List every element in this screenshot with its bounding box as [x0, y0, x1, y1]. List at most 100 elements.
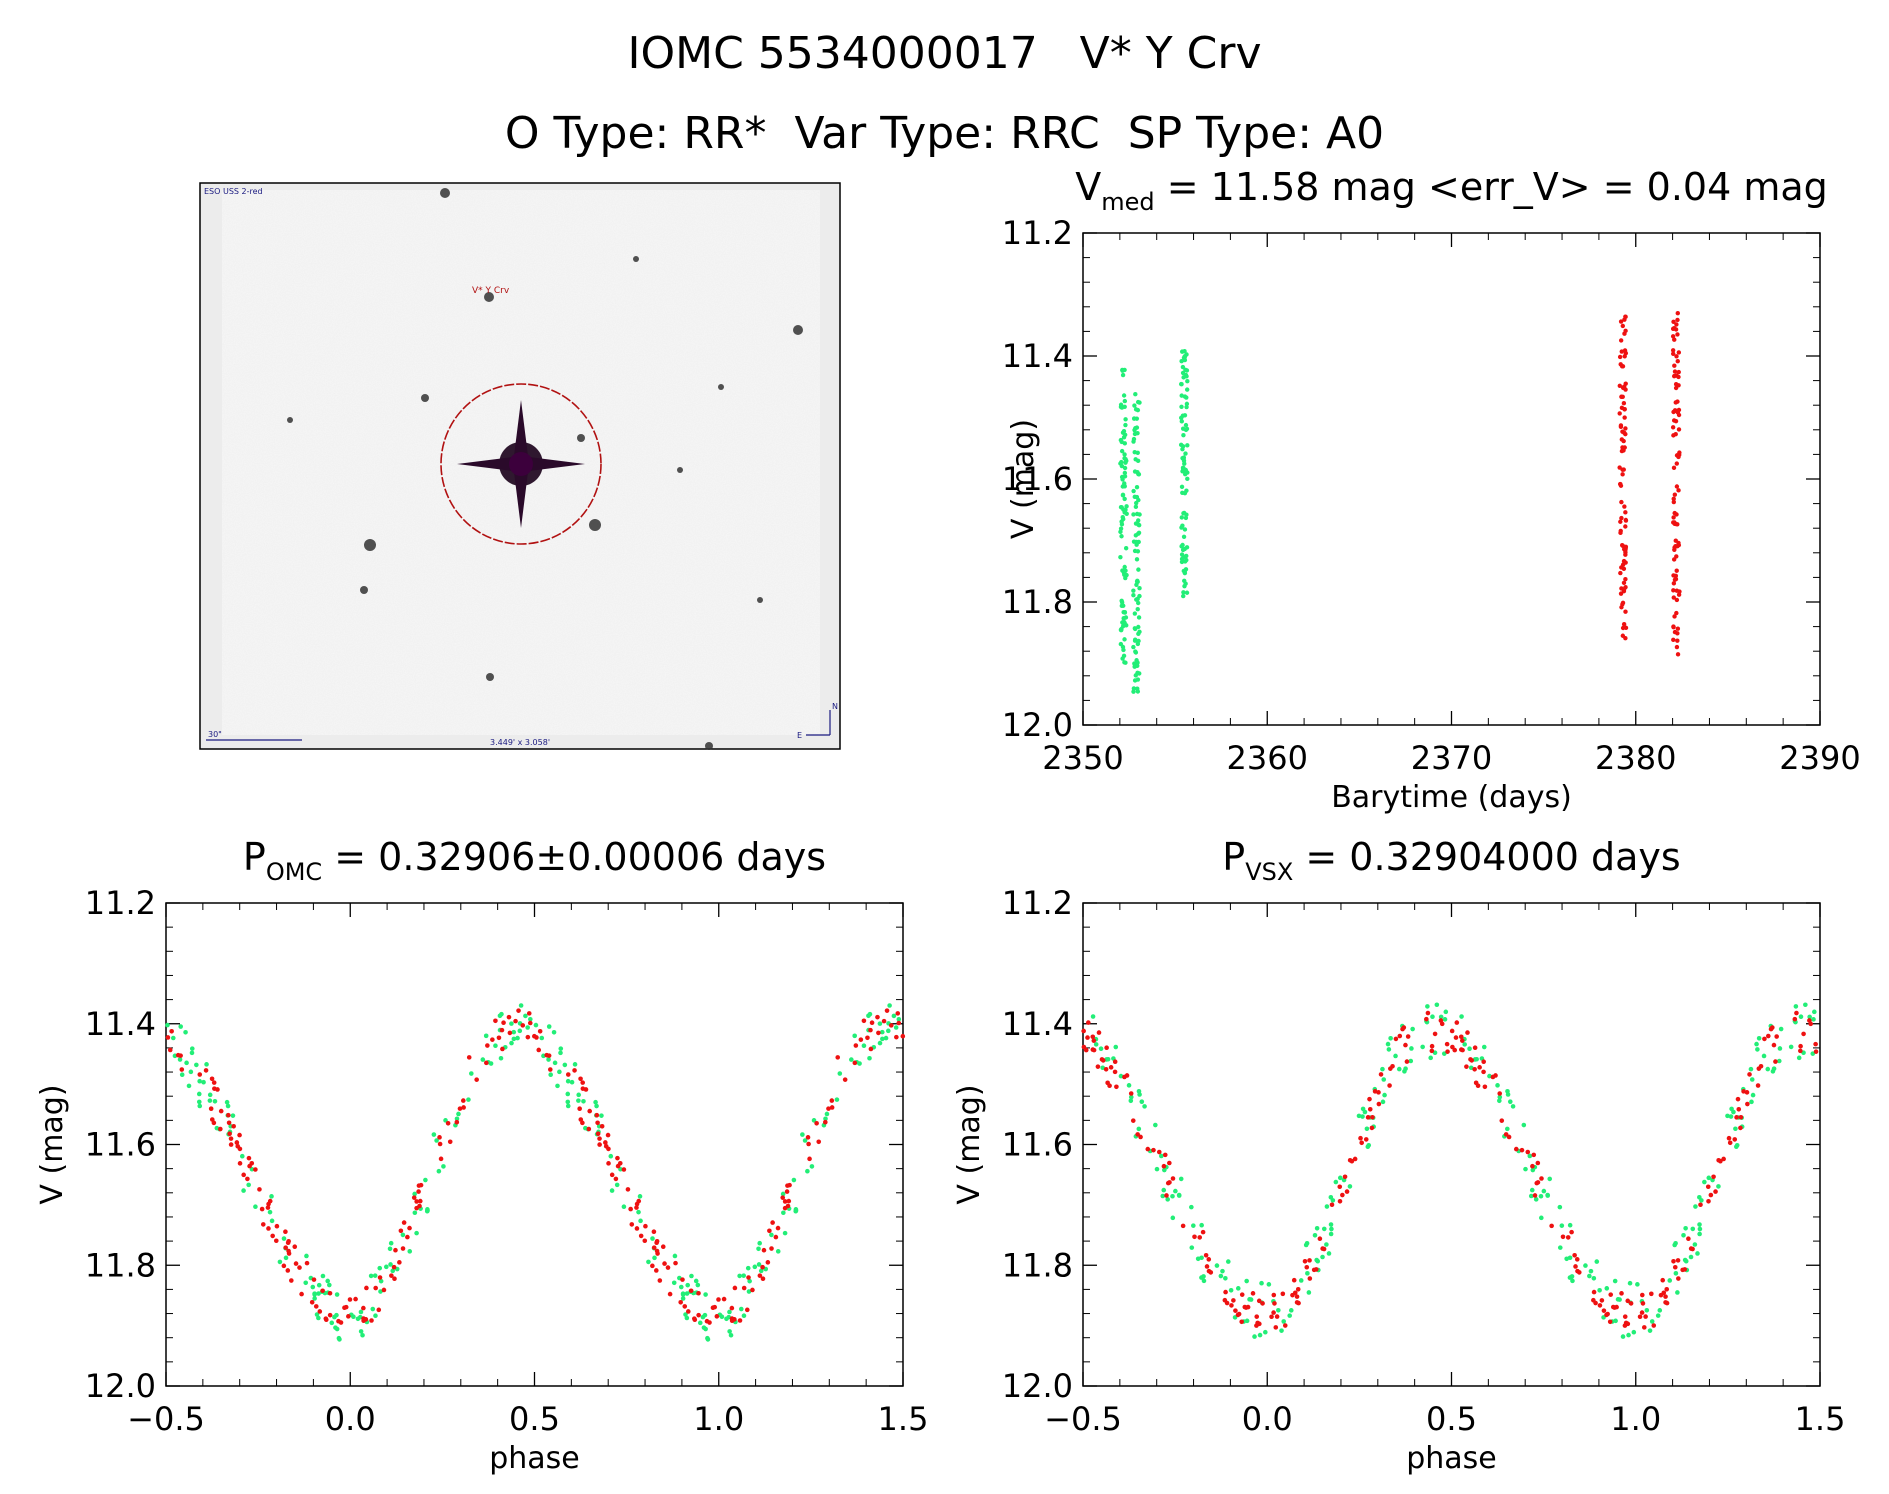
- data-point: [1090, 1014, 1096, 1019]
- data-point: [866, 1013, 871, 1019]
- data-point: [701, 1325, 707, 1330]
- data-point: [1317, 1236, 1323, 1242]
- data-point: [599, 1123, 605, 1129]
- data-point: [1738, 1125, 1743, 1131]
- data-point: [580, 1086, 586, 1091]
- data-point: [1725, 1113, 1730, 1119]
- data-point: [1651, 1323, 1657, 1328]
- data-point: [1180, 1223, 1186, 1229]
- data-point: [1698, 1202, 1703, 1208]
- data-point: [334, 1292, 340, 1297]
- data-point: [1794, 1010, 1799, 1016]
- data-point: [1378, 1072, 1384, 1077]
- data-point: [212, 1086, 217, 1091]
- data-point: [1388, 1035, 1393, 1041]
- data-point: [1124, 504, 1129, 509]
- data-point: [1618, 591, 1624, 596]
- data-point: [1103, 1067, 1109, 1072]
- data-point: [1774, 1034, 1779, 1039]
- data-point: [1477, 1065, 1482, 1070]
- data-point: [737, 1273, 742, 1279]
- data-point: [218, 1126, 223, 1132]
- data-point: [1569, 1229, 1574, 1235]
- data-point: [1104, 1045, 1109, 1051]
- data-point: [1182, 472, 1188, 477]
- data-point: [1090, 1034, 1096, 1040]
- data-point: [1521, 1122, 1527, 1128]
- data-point: [1185, 476, 1190, 482]
- data-point: [869, 1020, 875, 1026]
- data-point: [1623, 426, 1628, 431]
- data-point: [634, 1226, 640, 1231]
- data-point: [1114, 1084, 1119, 1090]
- x-tick-label: 2360: [1227, 739, 1308, 777]
- data-point: [1674, 568, 1679, 573]
- data-point: [1672, 363, 1677, 368]
- data-point: [1793, 1004, 1799, 1009]
- data-point: [1619, 1291, 1624, 1296]
- data-point: [1549, 1223, 1554, 1229]
- data-point: [1621, 467, 1626, 472]
- data-point: [809, 1164, 815, 1169]
- data-point: [1173, 1188, 1178, 1194]
- data-point: [1591, 1275, 1597, 1281]
- data-point: [1623, 576, 1628, 582]
- data-point: [546, 1024, 552, 1029]
- data-point: [196, 1099, 202, 1105]
- data-point: [1119, 534, 1124, 539]
- data-point: [858, 1037, 864, 1042]
- data-point: [1274, 1314, 1280, 1319]
- data-point: [1369, 1125, 1375, 1131]
- data-point: [849, 1057, 854, 1062]
- data-point: [1745, 1101, 1750, 1107]
- x-tick-label: 1.5: [1795, 1400, 1846, 1438]
- data-point: [1405, 1034, 1411, 1039]
- data-point: [781, 1210, 786, 1216]
- data-point: [1376, 1101, 1382, 1107]
- data-point: [1798, 1043, 1803, 1049]
- data-point: [1601, 1308, 1607, 1313]
- data-point: [1711, 1174, 1716, 1180]
- data-point: [1203, 1253, 1209, 1258]
- data-point: [235, 1143, 241, 1149]
- data-point: [1096, 1030, 1102, 1035]
- chart-title-rest: = 0.32906±0.00006 days: [322, 835, 826, 879]
- data-point: [721, 1296, 727, 1302]
- data-point: [388, 1240, 394, 1246]
- data-point: [1673, 418, 1679, 424]
- data-point: [1545, 1193, 1551, 1198]
- data-point: [1122, 1074, 1127, 1080]
- data-point: [1119, 439, 1124, 445]
- data-point: [1649, 1319, 1655, 1324]
- data-point: [1239, 1319, 1244, 1325]
- data-point: [1158, 1153, 1164, 1159]
- data-point: [1118, 627, 1124, 633]
- data-point: [1145, 1146, 1151, 1152]
- data-point: [1623, 552, 1628, 557]
- x-tick-label: 0.0: [325, 1400, 376, 1438]
- data-point: [891, 1013, 897, 1019]
- data-point: [360, 1332, 365, 1338]
- data-point: [384, 1264, 389, 1270]
- y-tick-label: 11.4: [85, 1005, 156, 1043]
- data-point: [1402, 1069, 1407, 1074]
- data-point: [1755, 1083, 1761, 1088]
- data-point: [1161, 1163, 1167, 1169]
- data-point: [565, 1091, 571, 1097]
- data-point: [1449, 1028, 1455, 1034]
- data-point: [286, 1251, 292, 1256]
- data-point: [1713, 1189, 1718, 1194]
- data-point: [609, 1188, 615, 1193]
- data-point: [212, 1098, 218, 1104]
- data-point: [1181, 534, 1187, 539]
- data-point: [1631, 1329, 1637, 1335]
- data-point: [289, 1278, 294, 1283]
- data-point: [303, 1280, 309, 1286]
- data-point: [1131, 689, 1136, 694]
- data-point: [197, 1103, 203, 1109]
- data-point: [1583, 1263, 1588, 1268]
- data-point: [1644, 1308, 1650, 1313]
- data-point: [1472, 1067, 1477, 1072]
- data-point: [1126, 1083, 1132, 1088]
- data-point: [1676, 374, 1681, 380]
